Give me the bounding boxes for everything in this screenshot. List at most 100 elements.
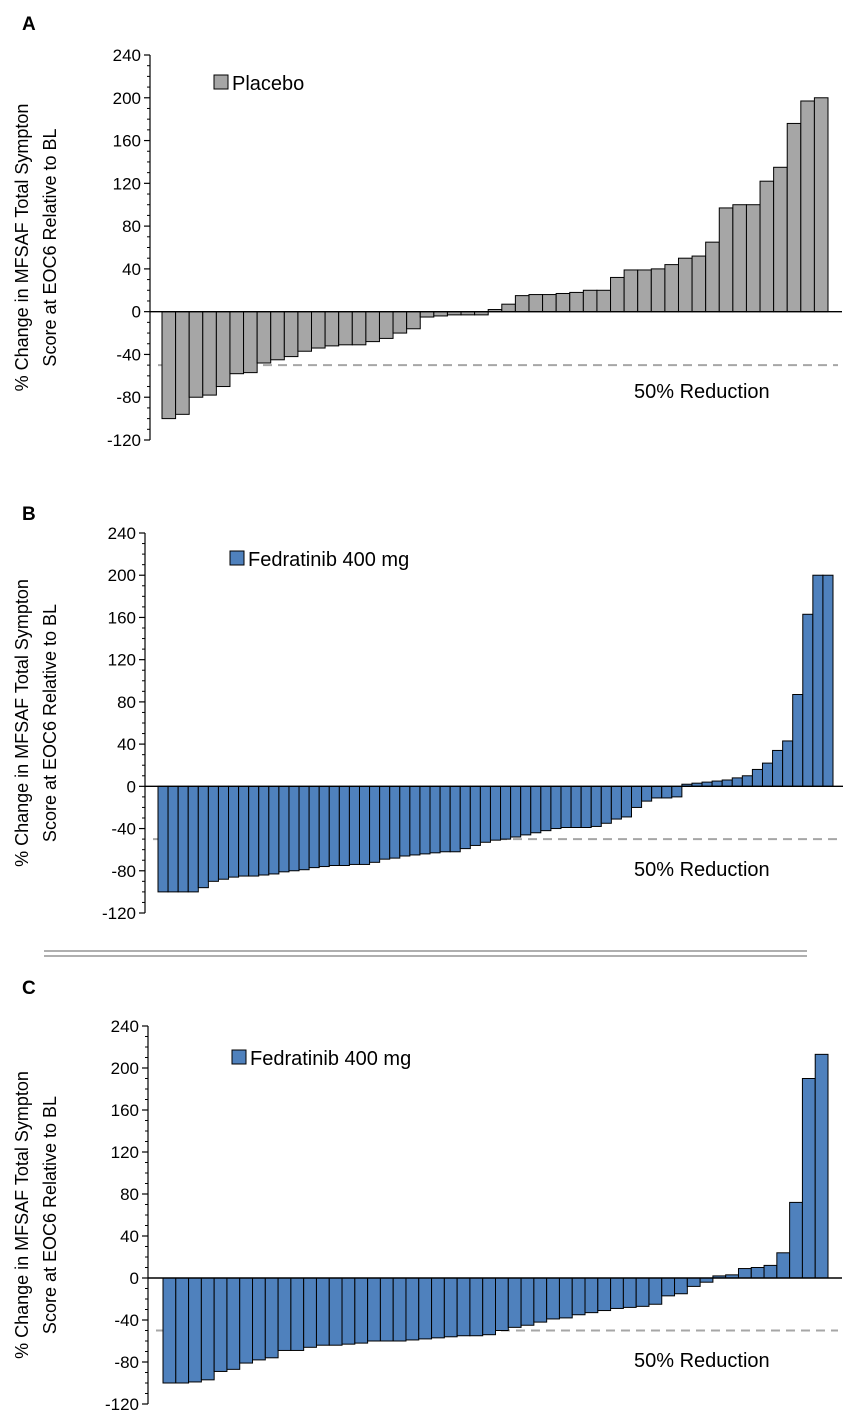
bar xyxy=(365,311,380,343)
bar xyxy=(584,1277,599,1314)
bar xyxy=(328,1277,343,1346)
y-axis-label: % Change in MFSAF Total Sympton xyxy=(12,104,32,392)
bar xyxy=(419,311,435,318)
bar xyxy=(661,785,673,799)
y-tick-label: 80 xyxy=(117,693,136,712)
bar xyxy=(188,1277,202,1383)
bar xyxy=(175,1277,190,1384)
bar xyxy=(686,1277,701,1287)
y-tick-label: 240 xyxy=(113,46,141,65)
bar xyxy=(570,785,582,829)
bar xyxy=(671,785,683,798)
bar xyxy=(711,780,723,787)
y-tick-label: 0 xyxy=(127,777,136,796)
legend-label: Fedratinib 400 mg xyxy=(248,549,409,571)
bar xyxy=(776,1252,791,1279)
y-axis-label: Score at EOC6 Relative to BL xyxy=(40,128,60,366)
bar xyxy=(229,311,245,375)
bar xyxy=(459,785,471,850)
bar xyxy=(277,1277,292,1351)
bar xyxy=(318,785,330,868)
bar xyxy=(338,785,350,867)
bar xyxy=(786,122,802,313)
bar xyxy=(732,204,747,313)
legend-swatch xyxy=(213,74,229,90)
y-tick-label: 40 xyxy=(117,735,136,754)
bar xyxy=(177,785,189,893)
bar xyxy=(763,1264,778,1279)
y-tick-label: 160 xyxy=(111,1101,139,1120)
bar xyxy=(297,311,313,352)
bar xyxy=(489,785,502,841)
bar xyxy=(507,1277,522,1328)
bar xyxy=(378,311,394,339)
bar xyxy=(772,749,784,787)
bar xyxy=(596,289,612,313)
y-tick-label: 160 xyxy=(113,132,141,151)
bar xyxy=(745,204,761,313)
y-tick-label: -120 xyxy=(102,904,136,923)
bar xyxy=(664,264,679,313)
y-axis-label: Score at EOC6 Relative to BL xyxy=(40,604,60,842)
y-tick-label: -80 xyxy=(111,862,136,881)
bar xyxy=(751,768,763,787)
bar xyxy=(161,311,177,420)
bar xyxy=(298,785,310,871)
bar xyxy=(520,1277,535,1326)
bar xyxy=(290,1277,305,1351)
bar xyxy=(546,1277,560,1320)
y-tick-label: -80 xyxy=(114,1353,139,1372)
bar xyxy=(256,311,272,364)
bar xyxy=(409,785,421,856)
y-tick-label: 200 xyxy=(113,89,141,108)
bar xyxy=(782,740,794,787)
bar xyxy=(243,311,258,374)
bar xyxy=(789,1201,803,1279)
bar xyxy=(674,1277,688,1295)
bar xyxy=(187,785,199,893)
bar xyxy=(399,785,411,857)
bar xyxy=(207,785,219,882)
bar xyxy=(648,1277,663,1305)
bar xyxy=(392,1277,407,1342)
bar xyxy=(569,291,584,313)
bar xyxy=(238,785,250,877)
bar xyxy=(622,1277,637,1308)
bar xyxy=(188,311,204,398)
bar xyxy=(637,269,652,313)
bar xyxy=(258,785,270,876)
bar xyxy=(449,785,461,853)
bar xyxy=(501,303,516,313)
bar xyxy=(691,255,707,313)
bar xyxy=(389,785,401,859)
bar xyxy=(558,1277,573,1319)
bar xyxy=(215,311,231,388)
y-tick-label: 80 xyxy=(122,217,141,236)
bar xyxy=(661,1277,676,1297)
legend-label: Placebo xyxy=(232,73,304,95)
bar xyxy=(500,785,512,840)
y-tick-label: 120 xyxy=(111,1143,139,1162)
bar xyxy=(495,1277,509,1331)
y-tick-label: 40 xyxy=(122,260,141,279)
reference-line-label: 50% Reduction xyxy=(634,1350,770,1372)
bar xyxy=(419,785,431,855)
bar xyxy=(773,166,788,313)
bar xyxy=(540,785,552,832)
y-axis-label: % Change in MFSAF Total Sympton xyxy=(12,579,32,867)
bar xyxy=(367,1277,381,1342)
bar xyxy=(528,294,544,313)
bar xyxy=(800,100,815,313)
bar xyxy=(379,785,391,860)
bar xyxy=(217,785,230,880)
bar xyxy=(482,1277,496,1336)
bar xyxy=(351,311,367,346)
bar xyxy=(651,785,663,799)
bar xyxy=(600,785,612,824)
bar xyxy=(635,1277,650,1307)
bar xyxy=(469,1277,484,1337)
y-tick-label: 120 xyxy=(108,651,136,670)
bar xyxy=(392,311,408,334)
bar xyxy=(530,785,542,834)
